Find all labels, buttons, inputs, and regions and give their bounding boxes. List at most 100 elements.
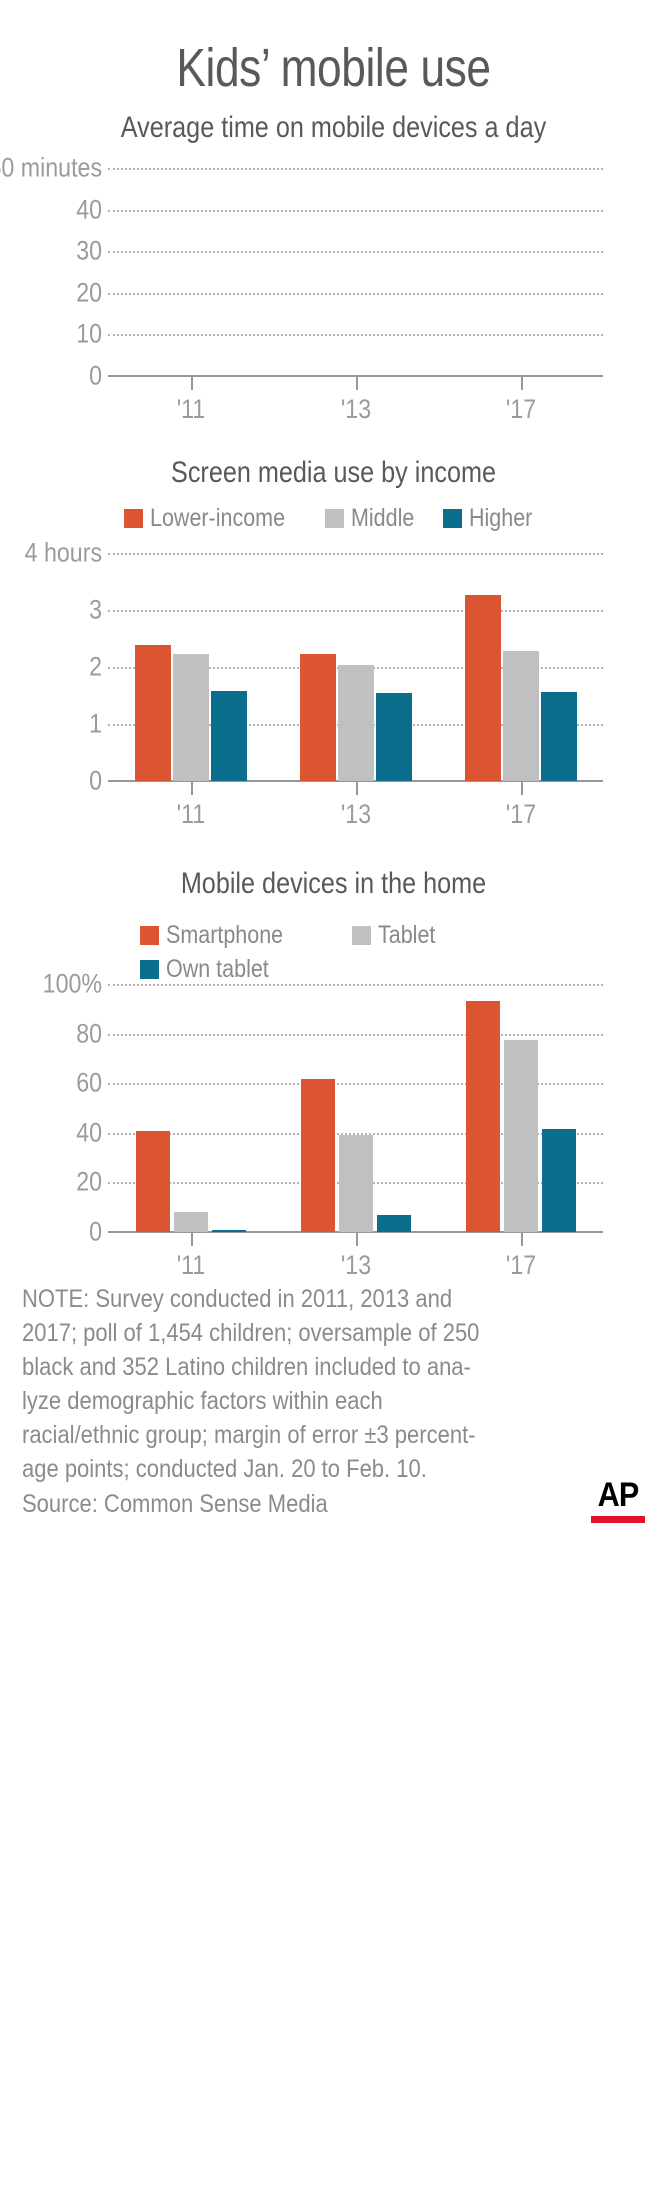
bar[interactable] (465, 1000, 500, 1232)
bar-group (438, 168, 603, 376)
chart-avg-time: Average time on mobile devices a day 0 10… (0, 110, 643, 432)
gridline (108, 610, 603, 612)
chart-2-x-axis: '11 '13 '17 (24, 781, 643, 837)
ap-logo: AP (591, 1478, 645, 1523)
chart-2-title: Screen media use by income (171, 456, 496, 489)
legend-item-own-tablet[interactable]: Own tablet (140, 956, 286, 982)
footnote-line: racial/ethnic group; margin of error ±3 … (22, 1421, 476, 1449)
y-axis-tick-label: 50 minutes (0, 152, 103, 183)
chart-2-plot-wrapper: 0 1 2 3 4 hours '11 '13 '17 (24, 539, 643, 837)
y-axis-tick-label: 30 (76, 235, 102, 266)
bar[interactable] (337, 665, 374, 781)
bar[interactable] (375, 693, 412, 781)
bar[interactable] (540, 691, 577, 781)
source-line: Source: Common Sense Media (22, 1489, 369, 1519)
legend-swatch-own-tablet (140, 959, 159, 979)
y-axis-tick-label: 1 (89, 708, 102, 739)
footnote: NOTE: Survey conducted in 2011, 2013 and… (22, 1282, 645, 1486)
chart-screen-media-income: Screen media use by income Lower-income … (24, 455, 643, 837)
bars-container (108, 553, 603, 781)
y-axis-tick-label: 10 (76, 318, 102, 349)
chart-2-legend: Lower-income Middle Higher (24, 505, 643, 531)
bar[interactable] (134, 645, 171, 781)
chart-1-x-axis: '11 '13 '17 (24, 376, 643, 432)
gridline (108, 209, 603, 212)
bar-group (273, 984, 438, 1232)
bar-group (108, 553, 273, 781)
chart-3-legend-row-2: Own tablet (140, 952, 445, 986)
x-axis-tick (190, 781, 193, 795)
y-axis-tick-label: 60 (76, 1067, 102, 1098)
y-axis-tick-label: 20 (76, 1166, 102, 1197)
y-axis-tick-label: 0 (89, 360, 102, 391)
gridline (108, 1083, 603, 1086)
y-axis-tick-label: 100% (42, 968, 102, 999)
y-axis-tick-label: 4 hours (24, 537, 102, 568)
chart-3-legend-block: Smartphone Tablet Own tablet (140, 918, 445, 986)
chart-2-plot: 0 1 2 3 4 hours (24, 539, 643, 794)
x-axis-label: '13 (340, 1250, 371, 1280)
legend-label-smartphone: Smartphone (166, 921, 284, 949)
footnote-line: lyze demographic factors within each (22, 1387, 383, 1415)
gridline (108, 334, 603, 337)
bar-group (438, 553, 603, 781)
bar-group (273, 168, 438, 376)
gridline (108, 168, 603, 170)
x-axis-label: '17 (505, 1250, 536, 1280)
gridline (108, 1033, 603, 1036)
footnote-line: 2017; poll of 1,454 children; oversample… (22, 1319, 480, 1347)
x-axis-tick (520, 376, 523, 390)
bar[interactable] (211, 1229, 246, 1232)
bar[interactable] (299, 653, 336, 781)
bar[interactable] (210, 690, 247, 781)
x-axis-label: '17 (505, 799, 536, 829)
bar[interactable] (135, 1131, 170, 1232)
chart-3-legend: Smartphone Tablet Own tablet (24, 918, 643, 990)
bar[interactable] (464, 594, 501, 781)
x-axis-tick (355, 1232, 358, 1246)
legend-swatch-higher (443, 508, 462, 528)
footnote-line: NOTE: Survey conducted in 2011, 2013 and (22, 1285, 453, 1313)
x-axis-tick (355, 376, 358, 390)
legend-item-lower-income[interactable]: Lower-income (124, 505, 307, 531)
bar[interactable] (503, 1040, 538, 1232)
footnote-line: black and 352 Latino children included t… (22, 1353, 471, 1381)
x-axis-tick (355, 781, 358, 795)
bar-group (273, 553, 438, 781)
footnote-line: age points; conducted Jan. 20 to Feb. 10… (22, 1455, 427, 1483)
legend-label-middle: Middle (351, 504, 415, 532)
bar[interactable] (325, 314, 387, 376)
bar-group (108, 168, 273, 376)
legend-label-own-tablet: Own tablet (166, 955, 269, 983)
bar[interactable] (300, 1079, 335, 1232)
bars-container (108, 984, 603, 1232)
gridline (108, 984, 603, 986)
chart-3-plot: 0 20 40 60 80 100% (24, 970, 643, 1245)
bar[interactable] (502, 651, 539, 781)
x-axis-label: '17 (505, 394, 536, 424)
legend-item-middle[interactable]: Middle (325, 505, 425, 531)
x-axis-tick (190, 376, 193, 390)
chart-3-title: Mobile devices in the home (180, 867, 487, 900)
bar[interactable] (490, 178, 552, 376)
chart-3-x-axis: '11 '13 '17 (24, 1232, 643, 1288)
legend-label-tablet: Tablet (378, 921, 436, 949)
bar[interactable] (338, 1134, 373, 1232)
bar-group (438, 984, 603, 1232)
bar[interactable] (160, 355, 222, 376)
bar[interactable] (172, 653, 209, 781)
legend-item-smartphone[interactable]: Smartphone (140, 922, 302, 948)
legend-item-tablet[interactable]: Tablet (352, 922, 445, 948)
bar[interactable] (376, 1214, 411, 1232)
chart-3-legend-row-1: Smartphone Tablet (140, 918, 445, 952)
bar[interactable] (541, 1128, 576, 1232)
y-axis-tick-label: 0 (89, 1216, 102, 1247)
chart-1-plot: 0 10 20 30 40 50 minutes (0, 154, 643, 389)
ap-red-bar (591, 1516, 645, 1523)
legend-swatch-lower-income (124, 508, 144, 528)
legend-item-higher[interactable]: Higher (443, 505, 543, 531)
x-axis-tick (190, 1232, 193, 1246)
x-axis-tick (520, 781, 523, 795)
bar[interactable] (173, 1212, 208, 1232)
